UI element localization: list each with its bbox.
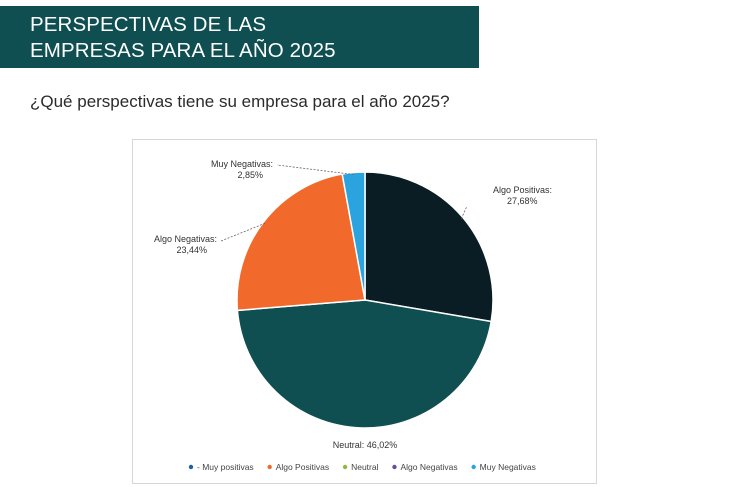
legend-marker [342,464,348,470]
pie-slice-neutral [236,299,493,429]
pie-chart-frame: Algo Positivas: 27,68% Neutral: 46,02% Algo… [132,139,597,484]
leader-line [460,205,468,219]
pie-chart: Algo Positivas:27,68% Neutral: 46,02% Algo… [154,159,552,472]
legend-marker [188,464,194,470]
data-value-algo-negativas: 23,44% [176,245,207,255]
pie-slice-algo-negativas [236,173,366,312]
data-label-neutral: Neutral: 46,02% [333,440,398,450]
leader-line [220,222,266,242]
title-line-1: PERSPECTIVAS DE LAS [30,13,267,36]
legend-item-4: Muy Negativas [480,462,536,472]
legend-marker [471,464,476,470]
pie-slice-muy-negativas [341,171,366,301]
pie-slice-algo-positivas [364,171,494,323]
legend-item-1: Algo Positivas [276,462,329,472]
legend-marker [392,464,397,470]
data-value-algo-positivas: 27,68% [507,196,538,206]
data-label-algo-negativas: Algo Negativas: [154,234,217,244]
survey-question: ¿Qué perspectivas tiene su empresa para … [30,92,450,111]
legend-marker [267,464,272,470]
data-value-muy-negativas: 2,85% [237,170,263,180]
title-banner: PERSPECTIVAS DE LAS EMPRESAS PARA EL AÑO… [0,6,479,68]
legend-item-2: Neutral [351,462,379,472]
data-label-muy-negativas: Muy Negativas: [211,159,273,169]
leader-line [276,164,354,175]
title-line-2: EMPRESAS PARA EL AÑO 2025 [30,39,336,62]
legend-item-3: Algo Negativas [400,462,457,472]
data-label-algo-positivas: Algo Positivas: [493,185,552,195]
legend-item-0: - Muy positivas [197,462,254,472]
